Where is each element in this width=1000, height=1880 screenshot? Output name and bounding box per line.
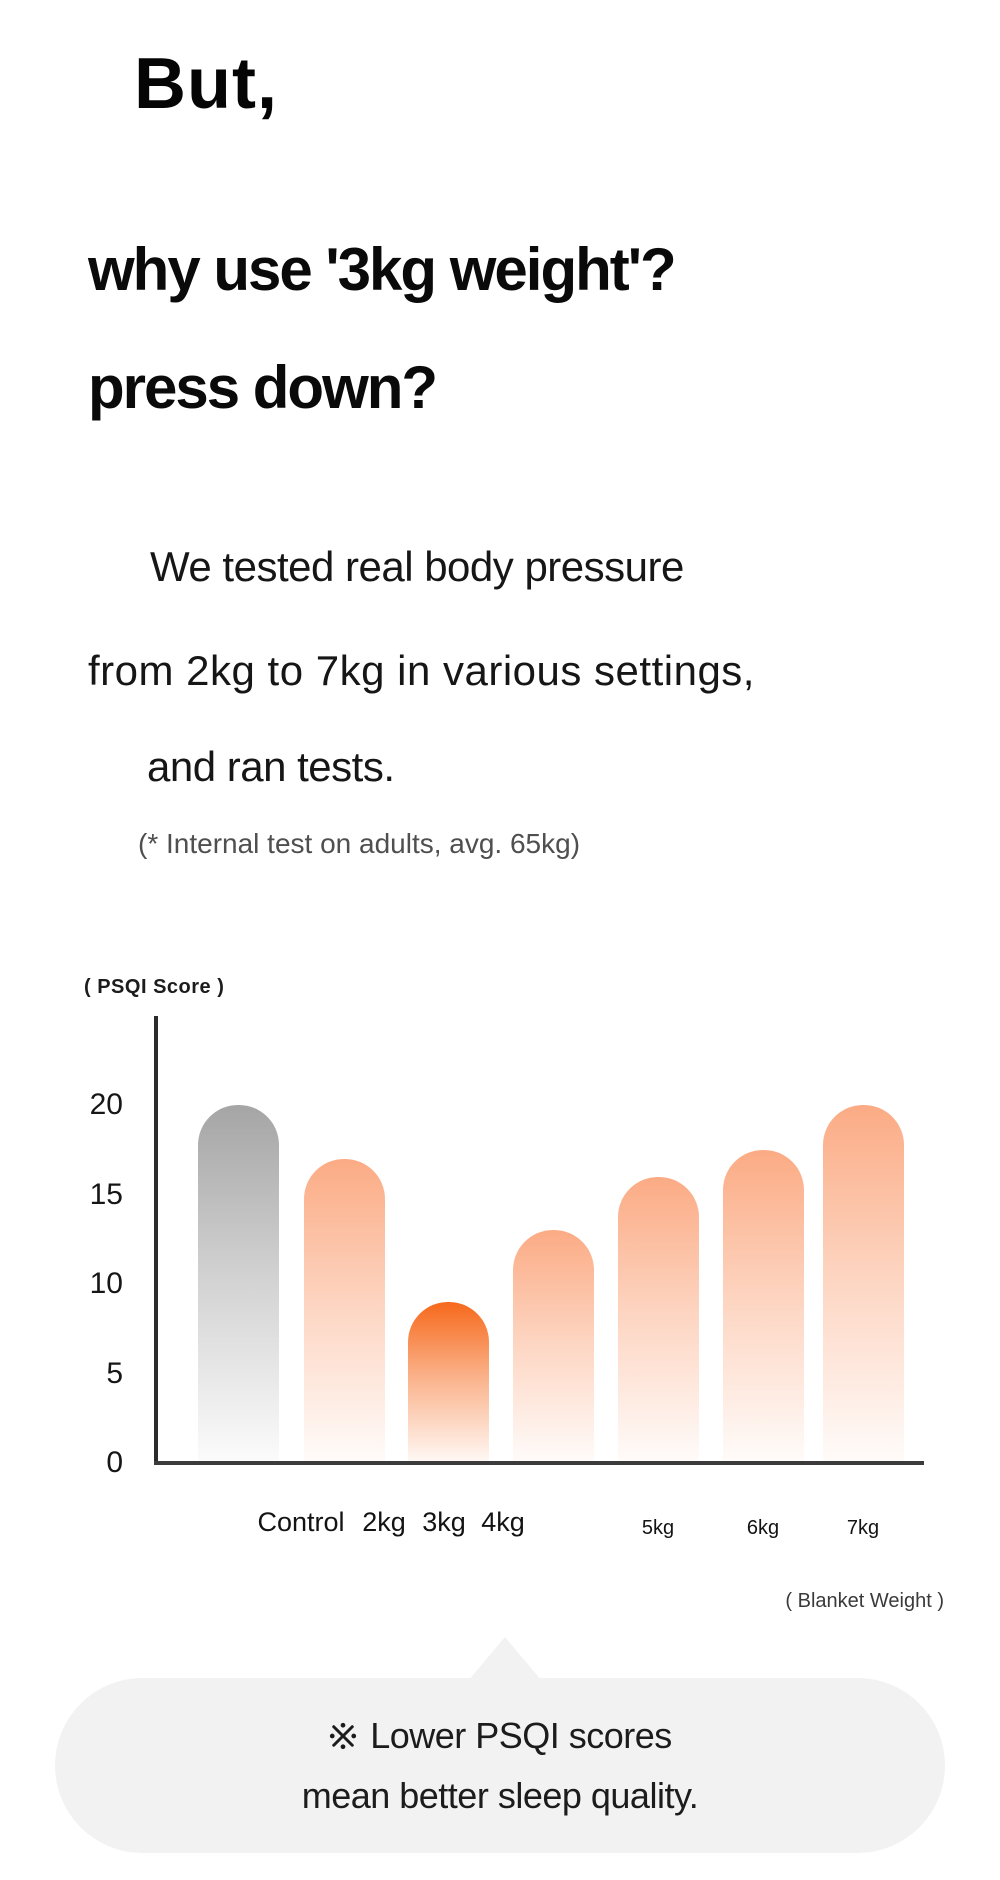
- x-label-6kg: 6kg: [746, 1517, 780, 1539]
- body-text-line2: from 2kg to 7kg in various settings,: [88, 647, 755, 694]
- callout-text-line1: Lower PSQI scores: [370, 1714, 672, 1756]
- x-label-4kg: 4kg: [481, 1507, 525, 1537]
- chart-y-axis-title: ( PSQI Score ): [84, 976, 225, 998]
- callout-pointer: [468, 1637, 542, 1681]
- bar-4kg: [513, 1230, 594, 1463]
- bar-6kg: [722, 1149, 804, 1463]
- y-tick-label-15: 15: [89, 1177, 123, 1211]
- x-label-7kg: 7kg: [846, 1517, 880, 1539]
- bar-control: [197, 1105, 279, 1463]
- body-text-line3: and ran tests.: [147, 743, 395, 790]
- x-axis-line: [154, 1461, 924, 1465]
- y-tick-label-20: 20: [89, 1088, 123, 1121]
- x-label-2kg: 2kg: [362, 1507, 406, 1537]
- headline-intro: But,: [134, 44, 278, 124]
- x-label-5kg: 5kg: [641, 1517, 675, 1539]
- callout-line2: mean better sleep quality.: [301, 1774, 699, 1816]
- bar-2kg: [304, 1158, 385, 1463]
- test-footnote: (* Internal test on adults, avg. 65kg): [138, 828, 581, 859]
- callout-text-line2: mean better sleep quality.: [301, 1774, 699, 1816]
- x-label-control: Control: [257, 1507, 345, 1537]
- bar-7kg: [822, 1105, 904, 1463]
- x-label-3kg: 3kg: [422, 1507, 466, 1537]
- chart-x-axis-title: ( Blanket Weight ): [785, 1590, 944, 1612]
- y-tick-label-0: 0: [106, 1446, 123, 1479]
- y-tick-label-10: 10: [89, 1267, 123, 1300]
- bar-3kg: [408, 1301, 489, 1463]
- reference-mark-icon: [328, 1721, 358, 1751]
- headline-question-line1: why use '3kg weight'?: [88, 236, 677, 303]
- y-tick-label-5: 5: [106, 1356, 123, 1390]
- body-text-line1: We tested real body pressure: [150, 543, 684, 590]
- callout-bubble: Lower PSQI scores mean better sleep qual…: [55, 1678, 945, 1853]
- headline-question-line2: press down?: [88, 354, 438, 421]
- y-axis-line: [154, 1016, 158, 1465]
- callout-line1: Lower PSQI scores: [328, 1714, 672, 1756]
- bar-5kg: [617, 1176, 699, 1463]
